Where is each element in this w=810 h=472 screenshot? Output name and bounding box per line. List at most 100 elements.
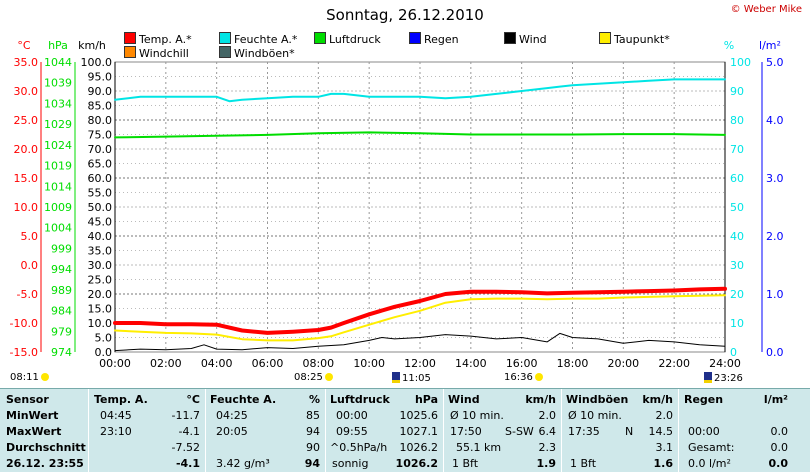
humidity-tick-label: 10	[730, 317, 744, 330]
rain-tick-label: 5.0	[766, 56, 784, 69]
wind-tick-label: 0.0	[95, 346, 113, 359]
wind-tick-label: 60.0	[88, 172, 113, 185]
wind-tick-label: 50.0	[88, 201, 113, 214]
header-wind: Wind	[448, 393, 480, 406]
legend-swatch	[409, 32, 421, 44]
x-tick-label: 16:00	[506, 357, 538, 370]
legend-label: Windchill	[139, 47, 189, 60]
wind-tick-label: 10.0	[88, 317, 113, 330]
sun-icon	[534, 373, 543, 381]
column-divider	[678, 389, 679, 472]
cell-rain-value: 0.0	[770, 441, 789, 454]
humidity-tick-label: 20	[730, 288, 744, 301]
legend-label: Feuchte A.*	[234, 33, 298, 46]
wind-tick-label: 95.0	[88, 71, 113, 84]
cell-temp-value: -7.52	[171, 441, 200, 454]
cell-forecast: sonnig	[332, 457, 369, 470]
sunrise-marker: 08:11	[10, 372, 49, 383]
column-divider	[561, 389, 562, 472]
cell-rain-value: 0.0	[770, 425, 789, 438]
moon-icon	[392, 372, 400, 383]
table-row-min: MinWert 04:45 -11.7 04:25 85 00:00 1025.…	[0, 408, 810, 423]
rain-tick-label: 2.0	[766, 230, 784, 243]
pressure-tick-label: 994	[51, 263, 72, 276]
temp-tick-label: 15.0	[14, 172, 39, 185]
row-label: 26.12. 23:55	[6, 457, 84, 470]
column-divider	[325, 389, 326, 472]
cell-hum-value: 85	[306, 409, 320, 422]
humidity-tick-label: 90	[730, 85, 744, 98]
weather-chart: °C hPa km/h% l/m²35.030.025.020.015.010.05.…	[10, 39, 784, 370]
x-tick-label: 22:00	[658, 357, 690, 370]
legend-swatch	[219, 46, 231, 58]
x-tick-label: 14:00	[455, 357, 487, 370]
axis-unit-humidity: %	[724, 39, 734, 52]
cell-press-value: 1025.6	[399, 409, 439, 422]
rain-tick-label: 3.0	[766, 172, 784, 185]
header-wind-unit: km/h	[525, 393, 556, 406]
wind-tick-label: 80.0	[88, 114, 113, 127]
header-rain: Regen	[684, 393, 724, 406]
series-line-luftdruck	[114, 131, 726, 139]
moonrise-marker: 11:05	[392, 372, 431, 384]
moon-icon	[704, 372, 712, 383]
cell-press-value: 1026.2	[399, 441, 439, 454]
legend-swatch	[124, 46, 136, 58]
humidity-tick-label: 70	[730, 143, 744, 156]
table-header-row: Sensor Temp. A. °C Feuchte A. % Luftdruc…	[0, 392, 810, 407]
temp-tick-label: 20.0	[14, 143, 39, 156]
pressure-tick-label: 979	[51, 325, 72, 338]
rain-tick-label: 0.0	[766, 346, 784, 359]
legend-swatch	[314, 32, 326, 44]
cell-gust-dir: N	[625, 425, 634, 438]
table-row-current: 26.12. 23:55 -4.1 3.42 g/m³ 94 sonnig 10…	[0, 456, 810, 471]
legend-item-windchill: Windchill	[124, 46, 189, 60]
legend-swatch	[124, 32, 136, 44]
pressure-tick-label: 999	[51, 242, 72, 255]
row-label: MaxWert	[6, 425, 62, 438]
wind-tick-label: 35.0	[88, 245, 113, 258]
wind-tick-label: 75.0	[88, 129, 113, 142]
legend-swatch	[599, 32, 611, 44]
cell-gust-value: 2.0	[655, 409, 674, 422]
legend-item-wind: Wind	[504, 32, 547, 46]
axis-unit-temp: °C	[17, 39, 31, 52]
legend-label: Temp. A.*	[139, 33, 192, 46]
legend-item-temp: Temp. A.*	[124, 32, 192, 46]
cell-press-value: 1027.1	[399, 425, 439, 438]
header-rain-unit: l/m²	[763, 393, 788, 406]
cell-hum-value: 94	[304, 457, 320, 470]
series-line-wind	[114, 332, 726, 352]
cell-gust-time: 17:35	[568, 425, 600, 438]
marker-time: 16:36	[504, 372, 533, 383]
wind-tick-label: 65.0	[88, 158, 113, 171]
cell-wind-value: 6.4	[538, 425, 557, 438]
column-divider	[205, 389, 206, 472]
temp-tick-label: 10.0	[14, 201, 39, 214]
series-line-taupunkt	[114, 294, 726, 342]
series-line-temp-a	[113, 286, 727, 335]
cell-wind-time: Ø 10 min.	[450, 409, 504, 422]
cell-hum-value: 90	[306, 441, 320, 454]
temp-tick-label: -10.0	[10, 317, 38, 330]
legend-swatch	[219, 32, 231, 44]
row-label: Durchschnitt	[6, 441, 86, 454]
row-label: MinWert	[6, 409, 59, 422]
table-row-avg: Durchschnitt -7.52 90 ^0.5hPa/h 1026.2 5…	[0, 440, 810, 455]
legend-label: Regen	[424, 33, 459, 46]
humidity-tick-label: 50	[730, 201, 744, 214]
pressure-tick-label: 1039	[44, 77, 72, 90]
x-tick-label: 08:00	[302, 357, 334, 370]
moonset-marker: 23:26	[704, 372, 743, 384]
sun-icon	[324, 373, 333, 381]
header-temp-unit: °C	[186, 393, 200, 406]
pressure-tick-label: 1014	[44, 180, 72, 193]
marker-time: 11:05	[402, 373, 431, 384]
humidity-tick-label: 60	[730, 172, 744, 185]
cell-hum-time: 04:25	[216, 409, 248, 422]
legend-item-rain: Regen	[409, 32, 459, 46]
wind-tick-label: 15.0	[88, 303, 113, 316]
pressure-tick-label: 1024	[44, 139, 72, 152]
humidity-tick-label: 30	[730, 259, 744, 272]
humidity-tick-label: 80	[730, 114, 744, 127]
